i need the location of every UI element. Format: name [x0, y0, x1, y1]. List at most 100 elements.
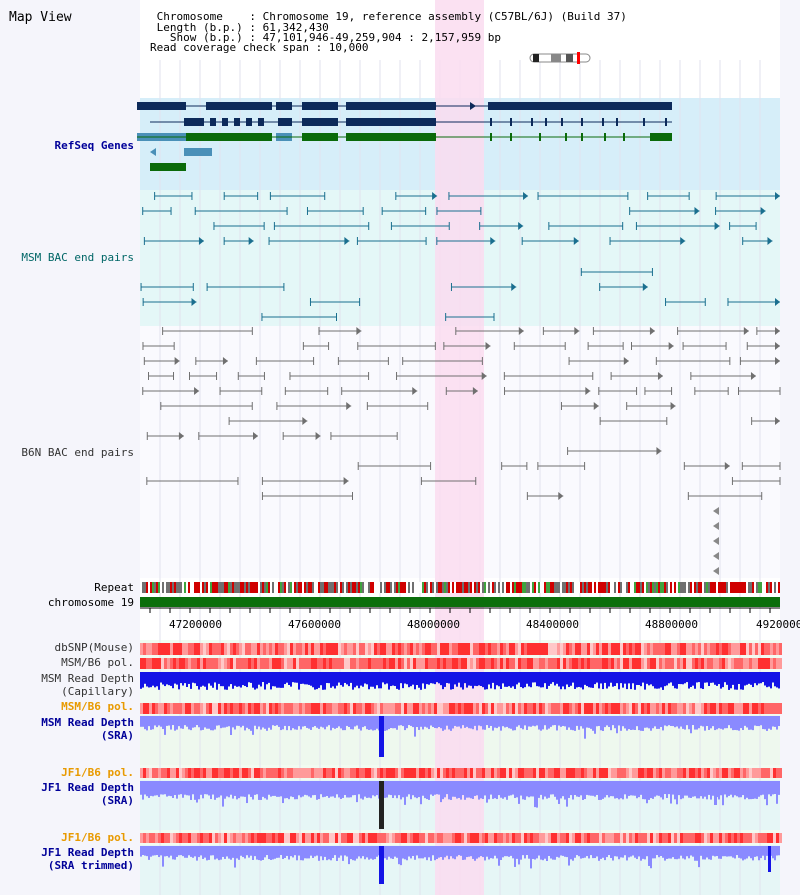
track-label-msm-b6-pol[interactable]: MSM/B6 pol.: [61, 656, 134, 669]
read-depth-bar: [256, 781, 258, 795]
polymorphism-mark: [638, 643, 641, 655]
track-label-refseq[interactable]: RefSeq Genes: [54, 139, 134, 152]
polymorphism-mark: [299, 703, 302, 714]
read-depth-bar: [316, 716, 318, 728]
read-depth-bar: [556, 716, 558, 731]
read-depth-bar: [688, 781, 690, 798]
polymorphism-mark: [179, 703, 182, 714]
track-label-msm-bac[interactable]: MSM BAC end pairs: [21, 251, 134, 264]
read-depth-bar: [492, 716, 494, 731]
read-depth-bar: [666, 672, 668, 686]
polymorphism-mark: [191, 643, 194, 655]
read-depth-bar: [616, 846, 618, 857]
polymorphism-mark: [341, 703, 344, 714]
polymorphism-mark: [299, 768, 302, 778]
read-depth-bar: [680, 846, 682, 856]
repeat-mark: [566, 582, 568, 593]
read-depth-bar: [140, 781, 142, 795]
repeat-mark: [574, 582, 576, 593]
read-depth-bar: [162, 672, 164, 685]
read-depth-bar: [154, 846, 156, 856]
read-depth-bar: [204, 846, 206, 858]
read-depth-bar: [606, 672, 608, 689]
polymorphism-mark: [755, 833, 758, 843]
polymorphism-mark: [419, 658, 422, 669]
read-depth-bar: [180, 846, 182, 856]
bac-end-arrow: [668, 342, 674, 350]
track-label-jf1-read-depth-sra[interactable]: JF1 Read Depth: [41, 781, 134, 794]
read-depth-bar: [680, 716, 682, 727]
polymorphism-mark: [287, 643, 290, 655]
polymorphism-mark: [758, 643, 761, 655]
read-depth-bar: [210, 846, 212, 856]
read-depth-bar: [456, 716, 458, 727]
read-depth-bar: [246, 716, 248, 728]
polymorphism-mark: [371, 768, 374, 778]
read-depth-bar: [464, 846, 466, 860]
bac-end-arrow: [523, 192, 529, 200]
polymorphism-mark: [170, 703, 173, 714]
polymorphism-mark: [578, 658, 581, 669]
polymorphism-mark: [515, 833, 518, 843]
read-depth-bar: [274, 846, 276, 859]
track-label-msm-read-depth-sra[interactable]: MSM Read Depth: [41, 716, 134, 729]
read-depth-bar: [446, 716, 448, 726]
read-depth-bar: [654, 781, 656, 797]
read-depth-bar: [212, 781, 214, 795]
read-depth-bar: [578, 672, 580, 687]
polymorphism-mark: [398, 643, 401, 655]
polymorphism-mark: [662, 643, 665, 655]
read-depth-bar: [232, 846, 234, 858]
read-depth-bar: [244, 781, 246, 797]
track-label-jf1-b6-pol-2[interactable]: JF1/B6 pol.: [61, 831, 134, 844]
polymorphism-mark: [557, 768, 560, 778]
polymorphism-mark: [701, 833, 704, 843]
polymorphism-mark: [194, 643, 197, 655]
read-depth-bar: [364, 716, 366, 727]
read-depth-bar: [284, 716, 286, 726]
polymorphism-mark: [533, 833, 536, 843]
read-depth-bar: [504, 716, 506, 728]
polymorphism-mark: [224, 703, 227, 714]
bac-end-arrow: [253, 432, 259, 440]
polymorphism-mark: [707, 643, 710, 655]
track-label-b6n-bac[interactable]: B6N BAC end pairs: [21, 446, 134, 459]
polymorphism-mark: [530, 643, 533, 655]
read-depth-bar: [200, 846, 202, 856]
track-label-msm-b6-pol-2[interactable]: MSM/B6 pol.: [61, 700, 134, 713]
polymorphism-mark: [698, 703, 701, 714]
track-label-jf1-b6-pol[interactable]: JF1/B6 pol.: [61, 766, 134, 779]
read-depth-bar: [156, 846, 158, 856]
read-depth-bar: [224, 781, 226, 799]
track-label-sidebar: [0, 0, 140, 895]
polymorphism-mark: [506, 658, 509, 669]
polymorphism-mark: [623, 658, 626, 669]
read-depth-bar: [164, 672, 166, 687]
read-depth-bar: [310, 716, 312, 730]
read-depth-bar: [714, 846, 716, 857]
polymorphism-mark: [653, 643, 656, 655]
read-depth-bar: [326, 716, 328, 727]
read-depth-bar: [376, 846, 378, 857]
read-depth-bar: [568, 846, 570, 866]
polymorphism-mark: [584, 833, 587, 843]
track-label-msm-read-depth-capillary[interactable]: MSM Read Depth: [41, 672, 134, 685]
polymorphism-mark: [467, 643, 470, 655]
read-depth-bar: [346, 716, 348, 726]
repeat-mark: [412, 582, 414, 593]
read-depth-bar: [168, 846, 170, 858]
read-depth-bar: [620, 781, 622, 799]
repeat-mark: [768, 582, 770, 593]
read-depth-bar: [582, 716, 584, 729]
read-depth-bar: [480, 716, 482, 727]
read-depth-bar: [756, 672, 758, 686]
polymorphism-mark: [755, 768, 758, 778]
read-depth-bar: [706, 672, 708, 683]
track-label-jf1-read-depth-trimmed[interactable]: JF1 Read Depth: [41, 846, 134, 859]
polymorphism-mark: [305, 643, 308, 655]
read-depth-bar: [434, 672, 436, 685]
polymorphism-mark: [479, 658, 482, 669]
repeat-mark: [314, 582, 316, 593]
track-label-dbsnp[interactable]: dbSNP(Mouse): [54, 641, 134, 654]
